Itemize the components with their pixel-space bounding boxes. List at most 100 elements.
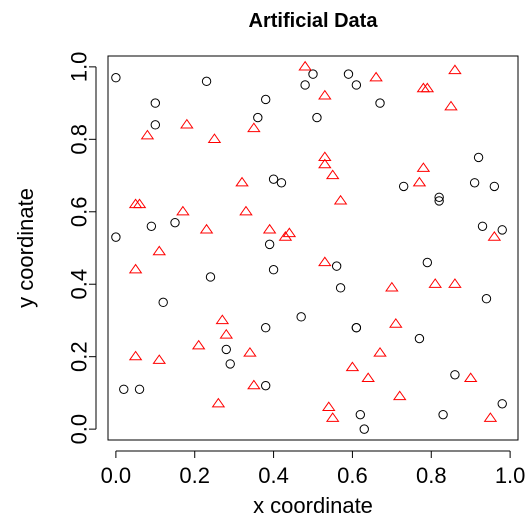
triangle-point bbox=[389, 318, 403, 328]
triangle-point bbox=[318, 89, 332, 100]
triangle-point bbox=[132, 198, 147, 209]
circle-point bbox=[351, 80, 362, 90]
circle-point bbox=[260, 380, 271, 391]
circle-point bbox=[150, 98, 161, 108]
triangle-point bbox=[318, 256, 332, 267]
triangle-point bbox=[325, 169, 340, 180]
triangle-point bbox=[412, 176, 427, 187]
circle-point bbox=[477, 221, 488, 231]
circle-point bbox=[489, 181, 500, 192]
circle-point bbox=[264, 239, 275, 250]
circle-point bbox=[268, 174, 279, 184]
triangle-point bbox=[487, 231, 502, 241]
data-points bbox=[111, 60, 507, 434]
circle-point bbox=[111, 73, 121, 83]
circle-point bbox=[170, 217, 180, 228]
circle-point bbox=[481, 294, 492, 304]
circle-point bbox=[221, 344, 231, 355]
chart-title: Artificial Data bbox=[249, 10, 379, 32]
triangle-point bbox=[211, 397, 226, 408]
triangle-point bbox=[416, 162, 431, 172]
circle-point bbox=[434, 192, 444, 202]
y-tick-label: 1.0 bbox=[67, 52, 92, 83]
triangle-point bbox=[243, 346, 257, 357]
circle-point bbox=[473, 152, 484, 163]
triangle-point bbox=[140, 129, 155, 140]
triangle-point bbox=[463, 372, 478, 383]
circle-point bbox=[497, 225, 507, 235]
circle-point bbox=[146, 221, 157, 231]
circle-point bbox=[150, 120, 161, 130]
y-tick-label: 0.6 bbox=[67, 196, 92, 227]
triangle-point bbox=[207, 133, 222, 143]
triangle-point bbox=[369, 71, 383, 82]
triangle-point bbox=[298, 60, 312, 71]
triangle-point bbox=[152, 354, 167, 364]
circle-point bbox=[414, 333, 425, 344]
triangle-point bbox=[235, 176, 249, 187]
circle-point bbox=[260, 94, 271, 105]
y-axis-label: y coordinate bbox=[13, 188, 38, 308]
circle-point bbox=[438, 409, 448, 420]
y-tick-label: 0.2 bbox=[67, 341, 92, 372]
triangle-point bbox=[333, 194, 348, 205]
circle-point bbox=[119, 384, 129, 394]
triangle-point bbox=[180, 118, 194, 129]
circle-point bbox=[343, 69, 354, 79]
triangle-point bbox=[428, 278, 442, 288]
triangle-point bbox=[416, 82, 431, 93]
triangle-point bbox=[282, 227, 297, 238]
x-axis: 0.0 0.2 0.4 0.6 0.8 1.0 bbox=[101, 450, 525, 488]
triangle-point bbox=[385, 281, 399, 292]
circle-point bbox=[434, 196, 444, 206]
circle-point bbox=[296, 312, 306, 322]
x-tick-label: 0.2 bbox=[179, 463, 210, 488]
triangle-point bbox=[128, 263, 143, 274]
triangle-point bbox=[345, 361, 360, 372]
circle-point bbox=[312, 112, 322, 123]
circle-point bbox=[497, 399, 507, 409]
triangle-point bbox=[318, 158, 332, 169]
triangle-point bbox=[262, 223, 277, 234]
triangle-point bbox=[483, 412, 498, 422]
triangle-point bbox=[199, 223, 214, 234]
triangle-point bbox=[215, 314, 230, 325]
triangle-point bbox=[278, 231, 293, 241]
triangle-point bbox=[420, 82, 435, 93]
circle-point bbox=[111, 232, 121, 242]
y-tick-label: 0.8 bbox=[67, 124, 92, 155]
triangle-point bbox=[448, 278, 462, 288]
circle-point bbox=[359, 424, 369, 434]
circle-point bbox=[158, 297, 168, 308]
triangle-point bbox=[247, 122, 261, 133]
circle-point bbox=[300, 80, 310, 90]
x-tick-label: 0.4 bbox=[258, 463, 289, 488]
triangle-point bbox=[219, 328, 234, 339]
plot-frame bbox=[107, 55, 519, 441]
triangle-point bbox=[239, 205, 253, 216]
circle-point bbox=[469, 178, 480, 188]
triangle-point bbox=[247, 379, 261, 390]
circle-point bbox=[308, 69, 318, 79]
circle-point bbox=[450, 370, 460, 380]
x-tick-label: 0.0 bbox=[101, 463, 132, 488]
circle-point bbox=[205, 272, 216, 282]
triangle-point bbox=[128, 350, 143, 361]
circle-point bbox=[335, 283, 346, 293]
triangle-point bbox=[318, 151, 332, 162]
triangle-point bbox=[373, 346, 387, 357]
circle-point bbox=[134, 384, 145, 394]
x-tick-label: 0.8 bbox=[416, 463, 447, 488]
triangle-point bbox=[444, 100, 458, 111]
triangle-point bbox=[322, 401, 336, 412]
circle-point bbox=[375, 98, 385, 108]
circle-point bbox=[355, 409, 366, 420]
circle-point bbox=[351, 322, 362, 333]
y-tick-label: 0.0 bbox=[67, 414, 92, 445]
x-axis-label: x coordinate bbox=[253, 493, 373, 518]
circle-point bbox=[201, 76, 212, 87]
triangle-point bbox=[191, 339, 206, 350]
circle-point bbox=[225, 359, 235, 369]
circle-point bbox=[331, 261, 342, 271]
